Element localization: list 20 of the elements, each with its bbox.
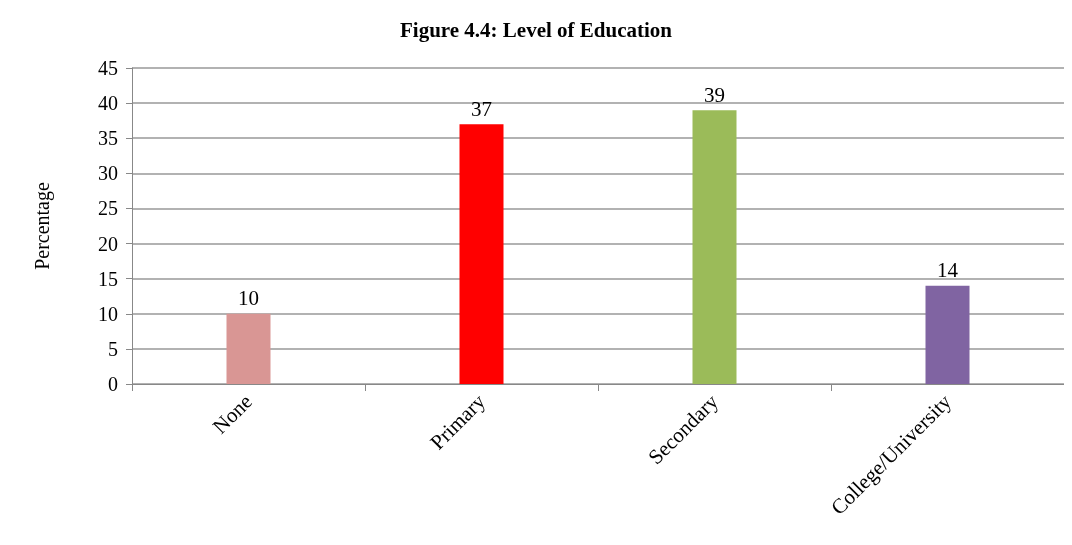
data-label: 14 [937,258,959,283]
bar [692,110,737,384]
bar [226,313,271,384]
y-tick-label: 35 [98,127,118,150]
y-tick-label: 25 [98,197,118,220]
data-label: 37 [471,96,492,121]
bar [925,285,970,384]
y-axis-title: Percentage [31,182,54,270]
y-tick-label: 45 [98,57,118,79]
y-tick-label: 40 [98,92,118,115]
y-tick-label: 20 [98,232,118,255]
chart-title: Figure 4.4: Level of Education [399,17,673,42]
data-label: 10 [238,286,259,311]
y-tick-label: 10 [98,302,118,325]
y-tick-label: 30 [98,162,118,185]
data-label: 39 [704,82,725,107]
y-tick-label: 0 [108,373,118,395]
y-tick-label: 5 [108,337,118,360]
y-tick-label: 15 [98,267,118,290]
bar [459,124,504,384]
